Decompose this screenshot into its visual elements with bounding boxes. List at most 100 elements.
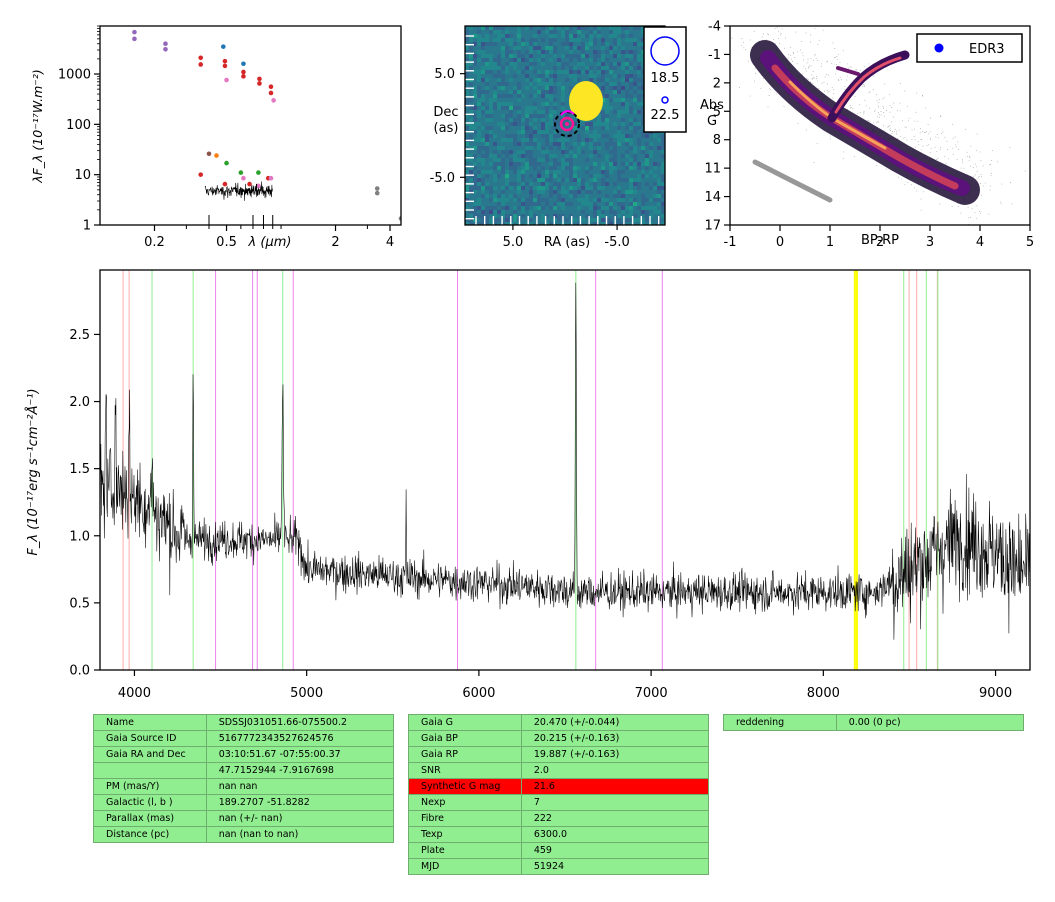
sed-point bbox=[198, 55, 204, 61]
table-cell-label: Gaia RA and Dec bbox=[93, 746, 207, 763]
table-cell-label: Gaia RP bbox=[408, 746, 522, 763]
legend-dot-icon bbox=[934, 43, 944, 53]
hr-y-tick-label: 14 bbox=[704, 190, 721, 205]
sed-point bbox=[222, 181, 228, 187]
sed-x-tick-label: 4 bbox=[386, 235, 394, 250]
image-legend-label-1: 18.5 bbox=[651, 71, 680, 86]
sed-photometry-points bbox=[132, 29, 401, 221]
table-cell-value: 21.6 bbox=[520, 778, 710, 795]
image-x-tick-label: 5.0 bbox=[503, 235, 524, 250]
table-cell-label: Nexp bbox=[408, 794, 522, 811]
image-x-axis-label: RA (as) bbox=[544, 235, 590, 250]
sed-y-ticks: 1 10 100 1000 bbox=[58, 25, 100, 234]
sed-y-tick-label: 1000 bbox=[58, 68, 91, 83]
table-row: reddening 0.00 (0 pc) bbox=[723, 714, 1025, 731]
spectrum-x-tick-label: 9000 bbox=[979, 686, 1012, 701]
image-y-axis-label-line2: (as) bbox=[434, 121, 459, 136]
sed-point bbox=[241, 175, 246, 181]
table-cell-label: Galactic (l, b ) bbox=[93, 794, 207, 811]
spectrum-x-tick-label: 4000 bbox=[118, 686, 151, 701]
sed-point bbox=[163, 41, 168, 47]
table-row: Parallax (mas) nan (+/- nan) bbox=[93, 810, 395, 827]
table-cell-label: Gaia G bbox=[408, 714, 522, 731]
image-pixels bbox=[465, 26, 665, 225]
table-cell-label: Gaia Source ID bbox=[93, 730, 207, 747]
spectrum-x-ticks: 4000 5000 6000 7000 8000 9000 bbox=[118, 670, 1012, 701]
hr-y-tick-label: 17 bbox=[704, 219, 721, 234]
spectrum-x-tick-label: 5000 bbox=[290, 686, 323, 701]
sed-point bbox=[268, 90, 274, 96]
table-cell-value: 459 bbox=[520, 842, 710, 859]
spectrum-y-tick-label: 0.5 bbox=[69, 596, 90, 611]
hr-x-tick-label: -1 bbox=[724, 235, 737, 250]
table-row: Distance (pc) nan (nan to nan) bbox=[93, 826, 395, 843]
hr-x-tick-label: 1 bbox=[826, 235, 834, 250]
sed-point bbox=[241, 61, 246, 67]
sed-point bbox=[268, 84, 274, 89]
spectrum-x-tick-label: 8000 bbox=[807, 686, 840, 701]
sed-point bbox=[224, 77, 229, 83]
sed-point bbox=[163, 46, 168, 52]
sed-point bbox=[214, 153, 219, 158]
table-cell-label: SNR bbox=[408, 762, 522, 779]
table-cell-value: 7 bbox=[520, 794, 710, 811]
spectrum-x-tick-label: 7000 bbox=[635, 686, 668, 701]
image-legend: 18.5 22.5 bbox=[643, 26, 687, 133]
image-y-axis-label-line1: Dec bbox=[433, 105, 458, 120]
table-cell-value: 51924 bbox=[520, 858, 710, 875]
sed-point bbox=[222, 63, 228, 69]
table-row: Plate 459 bbox=[408, 842, 710, 859]
table-cell-label: reddening bbox=[723, 714, 837, 731]
image-y-tick-label: 5.0 bbox=[434, 67, 455, 82]
image-x-tick-label: -5.0 bbox=[604, 235, 629, 250]
hr-y-axis-label-line1: Abs bbox=[700, 98, 724, 113]
table-cell-label: Parallax (mas) bbox=[93, 810, 207, 827]
source-blob-extension bbox=[572, 107, 584, 117]
hr-y-ticks: -4 -1 2 5 8 11 14 17 bbox=[704, 20, 730, 234]
table-cell-value: 20.215 (+/-0.163) bbox=[520, 730, 710, 747]
sed-y-tick-label: 100 bbox=[66, 118, 91, 133]
info-table-reddening: reddening 0.00 (0 pc) bbox=[723, 714, 1025, 731]
sed-point bbox=[206, 151, 212, 157]
giant-branch-core bbox=[834, 56, 902, 114]
sed-point bbox=[241, 69, 246, 75]
sed-point bbox=[256, 183, 261, 189]
sed-point bbox=[221, 44, 226, 49]
sed-x-axis-label: λ (μm) bbox=[248, 235, 292, 250]
table-cell-label: Synthetic G mag bbox=[408, 778, 522, 795]
spectrum-y-tick-label: 2.5 bbox=[69, 328, 90, 343]
sed-point bbox=[271, 98, 276, 103]
table-row: SNR 2.0 bbox=[408, 762, 710, 779]
sed-point bbox=[238, 170, 244, 175]
sed-y-axis-label: λF_λ (10⁻¹⁷W.m⁻²) bbox=[30, 69, 45, 184]
table-cell-value: 5167772343527624576 bbox=[205, 730, 395, 747]
table-row: Galactic (l, b ) 189.2707 -51.8282 bbox=[93, 794, 395, 811]
table-row: Gaia Source ID 5167772343527624576 bbox=[93, 730, 395, 747]
white-dwarf-sequence bbox=[752, 159, 833, 203]
hr-x-tick-label: 5 bbox=[1026, 235, 1034, 250]
hr-legend-label: EDR3 bbox=[969, 42, 1005, 57]
table-cell-label bbox=[93, 762, 207, 779]
table-row: PM (mas/Y) nan nan bbox=[93, 778, 395, 795]
table-row: Gaia G 20.470 (+/-0.044) bbox=[408, 714, 710, 731]
sed-point bbox=[257, 81, 262, 86]
table-cell-value: 222 bbox=[520, 810, 710, 827]
sed-x-tick-label: 2 bbox=[331, 235, 339, 250]
image-edge-ticks bbox=[465, 35, 660, 225]
sed-x-tick-label: 0.2 bbox=[144, 235, 165, 250]
table-cell-value: 0.00 (0 pc) bbox=[835, 714, 1025, 731]
sed-point bbox=[222, 58, 228, 64]
table-cell-value: 03:10:51.67 -07:55:00.37 bbox=[205, 746, 395, 763]
spectral-line-markers bbox=[122, 270, 939, 670]
table-row: Gaia RA and Dec 03:10:51.67 -07:55:00.37 bbox=[93, 746, 395, 763]
spectrum-axes-frame bbox=[99, 269, 1031, 671]
table-cell-value: nan (+/- nan) bbox=[205, 810, 395, 827]
table-row: 47.7152944 -7.9167698 bbox=[93, 762, 395, 779]
table-cell-value: 2.0 bbox=[520, 762, 710, 779]
image-x-ticks: 5.0 -5.0 bbox=[503, 225, 630, 250]
table-cell-label: Name bbox=[93, 714, 207, 731]
mag-small-circle-icon bbox=[661, 96, 669, 104]
sed-point bbox=[198, 62, 204, 67]
proper-motion-arc bbox=[560, 110, 575, 116]
hr-x-tick-label: 2 bbox=[876, 235, 884, 250]
